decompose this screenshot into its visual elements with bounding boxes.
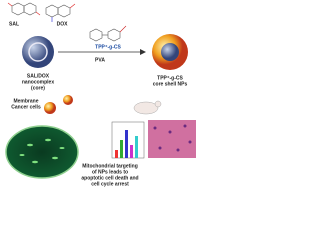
- np-icon: [44, 102, 56, 114]
- polymer-label: TPP⁺-g-CS: [95, 44, 121, 50]
- polymer-structure: [89, 25, 127, 42]
- cells-label: Membrane: [13, 98, 38, 104]
- outcome-label: of NPs leads to: [92, 169, 128, 175]
- sal-molecule: [7, 2, 41, 16]
- core-label: SAL/DOX: [27, 73, 50, 79]
- core-label: nanocomplex: [22, 79, 54, 85]
- outcome-label: cell cycle arrest: [91, 181, 129, 187]
- outcome-label: apoptotic cell death and: [81, 175, 138, 181]
- cells-label: Cancer cells: [11, 104, 41, 110]
- arrowhead: [140, 49, 146, 55]
- np-core: [161, 43, 179, 61]
- tissue-nuclei: [153, 124, 192, 152]
- core-sphere: [22, 36, 54, 68]
- dox-molecule: [45, 3, 76, 22]
- mouse-head: [154, 100, 162, 108]
- dox-label: DOX: [57, 21, 69, 27]
- np-icon: [63, 95, 73, 105]
- np-label: core shell NPs: [153, 81, 188, 87]
- mouse: [133, 101, 159, 115]
- mitochondria: [19, 138, 65, 164]
- outcome-label: Mitochondrial targeting: [82, 163, 138, 169]
- core-ring: [28, 42, 48, 62]
- core-label: (core): [31, 85, 45, 91]
- cancer-cell: [5, 125, 79, 179]
- bar-chart-bars: [115, 130, 138, 158]
- graphical-abstract: SAL DOX SAL/DOX nanocomplex (core) TPP⁺-…: [5, 2, 196, 187]
- sal-label: SAL: [9, 21, 19, 27]
- tissue-image: [148, 120, 196, 158]
- np-label: TPP⁺-g-CS: [157, 75, 183, 81]
- pva-label: PVA: [95, 57, 105, 63]
